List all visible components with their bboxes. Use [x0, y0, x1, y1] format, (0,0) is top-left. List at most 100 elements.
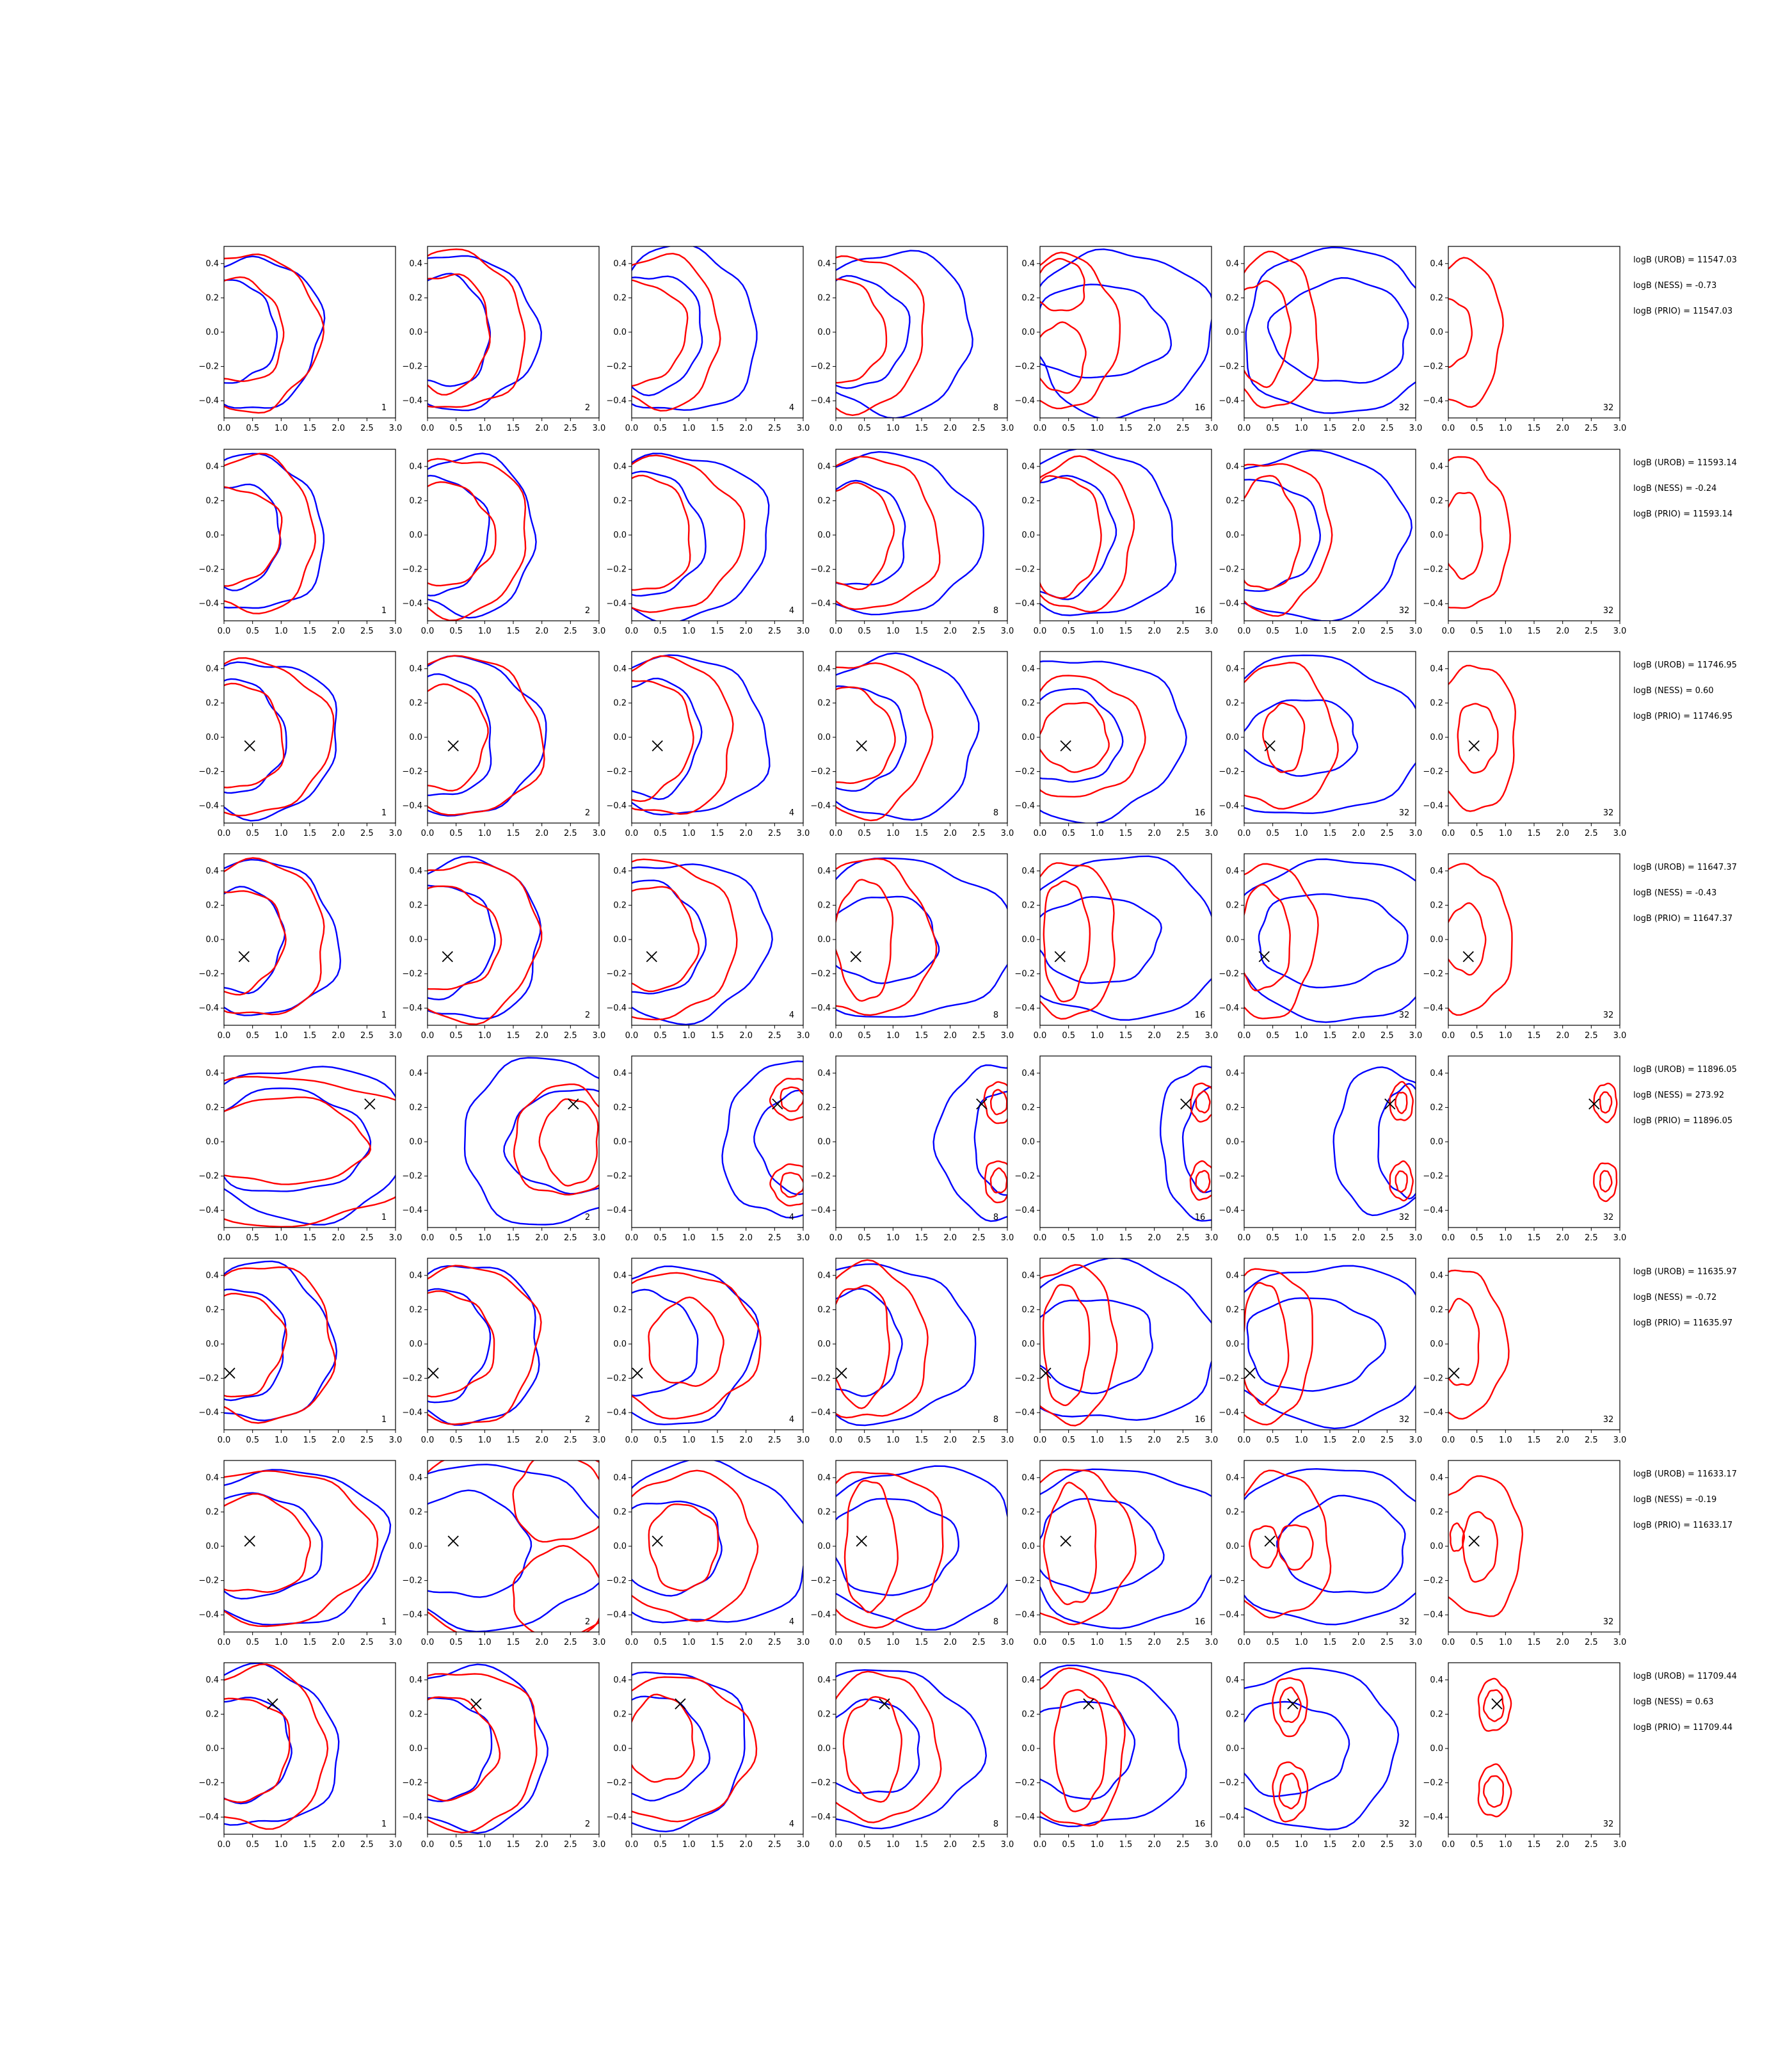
y-tick-label: 0.4 [409, 1676, 422, 1685]
y-tick-label: 0.0 [409, 1137, 422, 1147]
red-contour-level-1 [1244, 1469, 1332, 1619]
y-tick-label: 0.2 [1226, 1103, 1239, 1112]
y-tick-label: 0.4 [205, 867, 219, 876]
red-contour-level-2 [224, 1293, 287, 1398]
y-tick-label: −0.2 [198, 565, 219, 575]
x-tick-label: 0.5 [1266, 1840, 1279, 1850]
axis-frame [631, 246, 804, 419]
x-tick-label: 3.0 [1205, 1233, 1219, 1243]
y-tick-label: 0.2 [1430, 293, 1443, 303]
panel-r5-c2: 0.4 0.2 0.0 −0.2 −0.4 0.0 0.5 1.0 1.5 2.0 2.5 3.0 2 [402, 1055, 605, 1243]
x-tick-label: 3.0 [593, 1638, 606, 1647]
x-tick-label: 1.0 [1499, 1436, 1512, 1445]
x-tick-label: 1.5 [915, 1638, 929, 1647]
blue-contour-level-2 [1246, 1297, 1386, 1392]
blue-contour-level-1 [428, 1265, 540, 1426]
x-tick-label: 3.0 [389, 627, 403, 636]
x-tick-label: 1.0 [275, 1233, 288, 1243]
red-contour-level-1 [1040, 862, 1116, 1020]
y-tick-label: 0.0 [409, 531, 422, 540]
x-tick-label: 1.0 [886, 424, 900, 433]
y-tick-label: −0.4 [1014, 1408, 1035, 1418]
logb-annotation: logB (UROB) = 11633.17 [1633, 1469, 1737, 1479]
x-tick-label: 0.0 [1034, 424, 1047, 433]
x-tick-label: 2.0 [943, 1031, 957, 1041]
panel-number-label: 1 [381, 808, 387, 818]
y-tick-label: 0.0 [205, 733, 219, 742]
y-tick-label: 0.0 [1226, 1542, 1239, 1551]
red-contour-level-1 [1244, 463, 1333, 617]
blue-contour-level-2 [503, 1088, 599, 1195]
blue-contour-level-2 [632, 879, 707, 995]
y-tick-label: 0.4 [205, 1473, 219, 1483]
axis-frame [427, 853, 600, 1026]
y-tick-label: −0.2 [810, 1779, 831, 1788]
y-tick-label: −0.2 [1219, 1576, 1239, 1586]
y-tick-label: −0.2 [1219, 970, 1239, 979]
red-contour-level-2 [1244, 280, 1292, 388]
x-tick-label: 0.5 [653, 1436, 667, 1445]
red-contour-level-2 [1040, 701, 1110, 773]
red-contour-level-1 [428, 248, 526, 408]
x-tick-label: 2.5 [768, 829, 781, 838]
logb-annotation: logB (NESS) = 273.92 [1633, 1091, 1724, 1100]
y-tick-label: 0.4 [1226, 1473, 1239, 1483]
blue-contour-level-2 [836, 1699, 920, 1794]
x-tick-label: 3.0 [389, 1233, 403, 1243]
x-tick-label: 0.5 [653, 1031, 667, 1041]
red-contour-level-1 [1244, 863, 1319, 1020]
plot-area [1332, 1066, 1416, 1217]
y-tick-label: 0.4 [409, 259, 422, 269]
x-tick-label: 0.5 [1266, 1638, 1279, 1647]
red-contour-level-2 [1195, 1170, 1211, 1193]
x-tick-label: 1.0 [275, 1436, 288, 1445]
blue-contour-level-1 [632, 452, 770, 621]
y-tick-label: −0.4 [1219, 801, 1239, 811]
y-tick-label: −0.2 [810, 1576, 831, 1586]
plot-area [632, 1460, 803, 1624]
y-tick-label: 0.0 [1430, 1137, 1443, 1147]
red-contour-level-1 [836, 858, 938, 1016]
red-contour-level-1 [836, 1670, 942, 1823]
y-tick-label: 0.4 [1226, 462, 1239, 472]
y-tick-label: −0.4 [810, 801, 831, 811]
truth-marker-stroke [428, 1367, 439, 1379]
panel-r1-c1: 0.4 0.2 0.0 −0.2 −0.4 0.0 0.5 1.0 1.5 2.0 2.5 3.0 1 [198, 246, 402, 433]
y-tick-label: −0.2 [402, 1576, 422, 1586]
panel-number-label: 1 [381, 1820, 387, 1829]
x-tick-label: 2.0 [332, 1638, 345, 1647]
red-contour-level-1 [632, 1469, 759, 1622]
x-tick-label: 2.5 [360, 829, 374, 838]
x-tick-label: 3.0 [593, 424, 606, 433]
x-tick-label: 1.5 [711, 1638, 724, 1647]
x-tick-label: 3.0 [1205, 1840, 1219, 1850]
logb-annotation: logB (UROB) = 11746.95 [1633, 660, 1737, 670]
y-tick-label: −0.2 [1423, 565, 1443, 575]
blue-contour-level-2 [224, 483, 282, 591]
red-contour-level-1 [1448, 456, 1511, 609]
blue-contour-level-1 [224, 859, 342, 1016]
panel-number-label: 2 [585, 1011, 590, 1020]
x-tick-label: 1.5 [915, 829, 929, 838]
x-tick-label: 2.0 [1352, 1840, 1365, 1850]
y-tick-label: 0.4 [817, 664, 831, 674]
y-tick-label: 0.4 [409, 462, 422, 472]
x-tick-label: 3.0 [593, 627, 606, 636]
y-tick-label: −0.2 [1014, 1172, 1035, 1181]
y-tick-label: 0.2 [1226, 900, 1239, 910]
y-tick-label: −0.2 [606, 767, 627, 777]
red-contour-level-2 [842, 1696, 902, 1803]
truth-marker-stroke [1448, 1367, 1460, 1379]
x-tick-label: 0.0 [1442, 627, 1455, 636]
y-tick-label: 0.2 [817, 1709, 831, 1719]
logb-annotation: logB (NESS) = -0.24 [1633, 484, 1716, 493]
x-tick-label: 1.0 [478, 627, 492, 636]
y-tick-label: −0.2 [1423, 1576, 1443, 1586]
plot-area [1448, 664, 1516, 812]
y-tick-label: −0.2 [1219, 1779, 1239, 1788]
red-contour-level-2 [1449, 1522, 1465, 1552]
plot-area [224, 1066, 396, 1228]
x-tick-label: 3.0 [1613, 424, 1627, 433]
x-tick-label: 2.0 [332, 1233, 345, 1243]
x-tick-label: 3.0 [1001, 1233, 1014, 1243]
